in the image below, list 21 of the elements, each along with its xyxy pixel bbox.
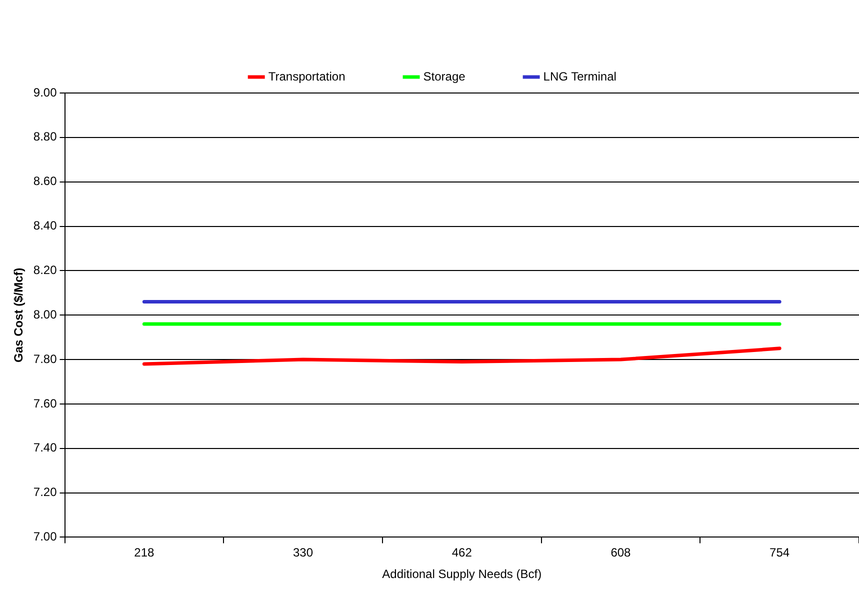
legend-label: Storage bbox=[423, 69, 466, 84]
y-tick-label: 7.60 bbox=[33, 396, 58, 410]
y-tick-label: 8.40 bbox=[33, 218, 58, 233]
y-tick-label: 8.60 bbox=[33, 174, 58, 188]
y-tick-label: 7.40 bbox=[33, 440, 58, 455]
legend-label: Transportation bbox=[268, 69, 346, 84]
x-tick-label: 462 bbox=[452, 546, 472, 560]
y-tick-label: 9.00 bbox=[33, 85, 58, 100]
y-tick-label: 8.00 bbox=[33, 307, 58, 322]
legend-label: LNG Terminal bbox=[543, 69, 616, 84]
x-axis-title: Additional Supply Needs (Bcf) bbox=[382, 567, 542, 582]
y-tick-label: 8.20 bbox=[33, 262, 58, 277]
y-tick-label: 7.80 bbox=[33, 352, 58, 366]
x-tick-label: 608 bbox=[610, 546, 632, 560]
y-axis-title: Gas Cost ($/Mcf) bbox=[12, 268, 26, 362]
y-tick-label: 7.00 bbox=[33, 530, 58, 544]
x-tick-label: 330 bbox=[293, 546, 314, 560]
x-tick-label: 754 bbox=[770, 546, 790, 560]
y-tick-label: 8.80 bbox=[33, 130, 58, 144]
x-tick-label: 218 bbox=[134, 546, 155, 560]
y-tick-label: 7.20 bbox=[33, 485, 58, 500]
